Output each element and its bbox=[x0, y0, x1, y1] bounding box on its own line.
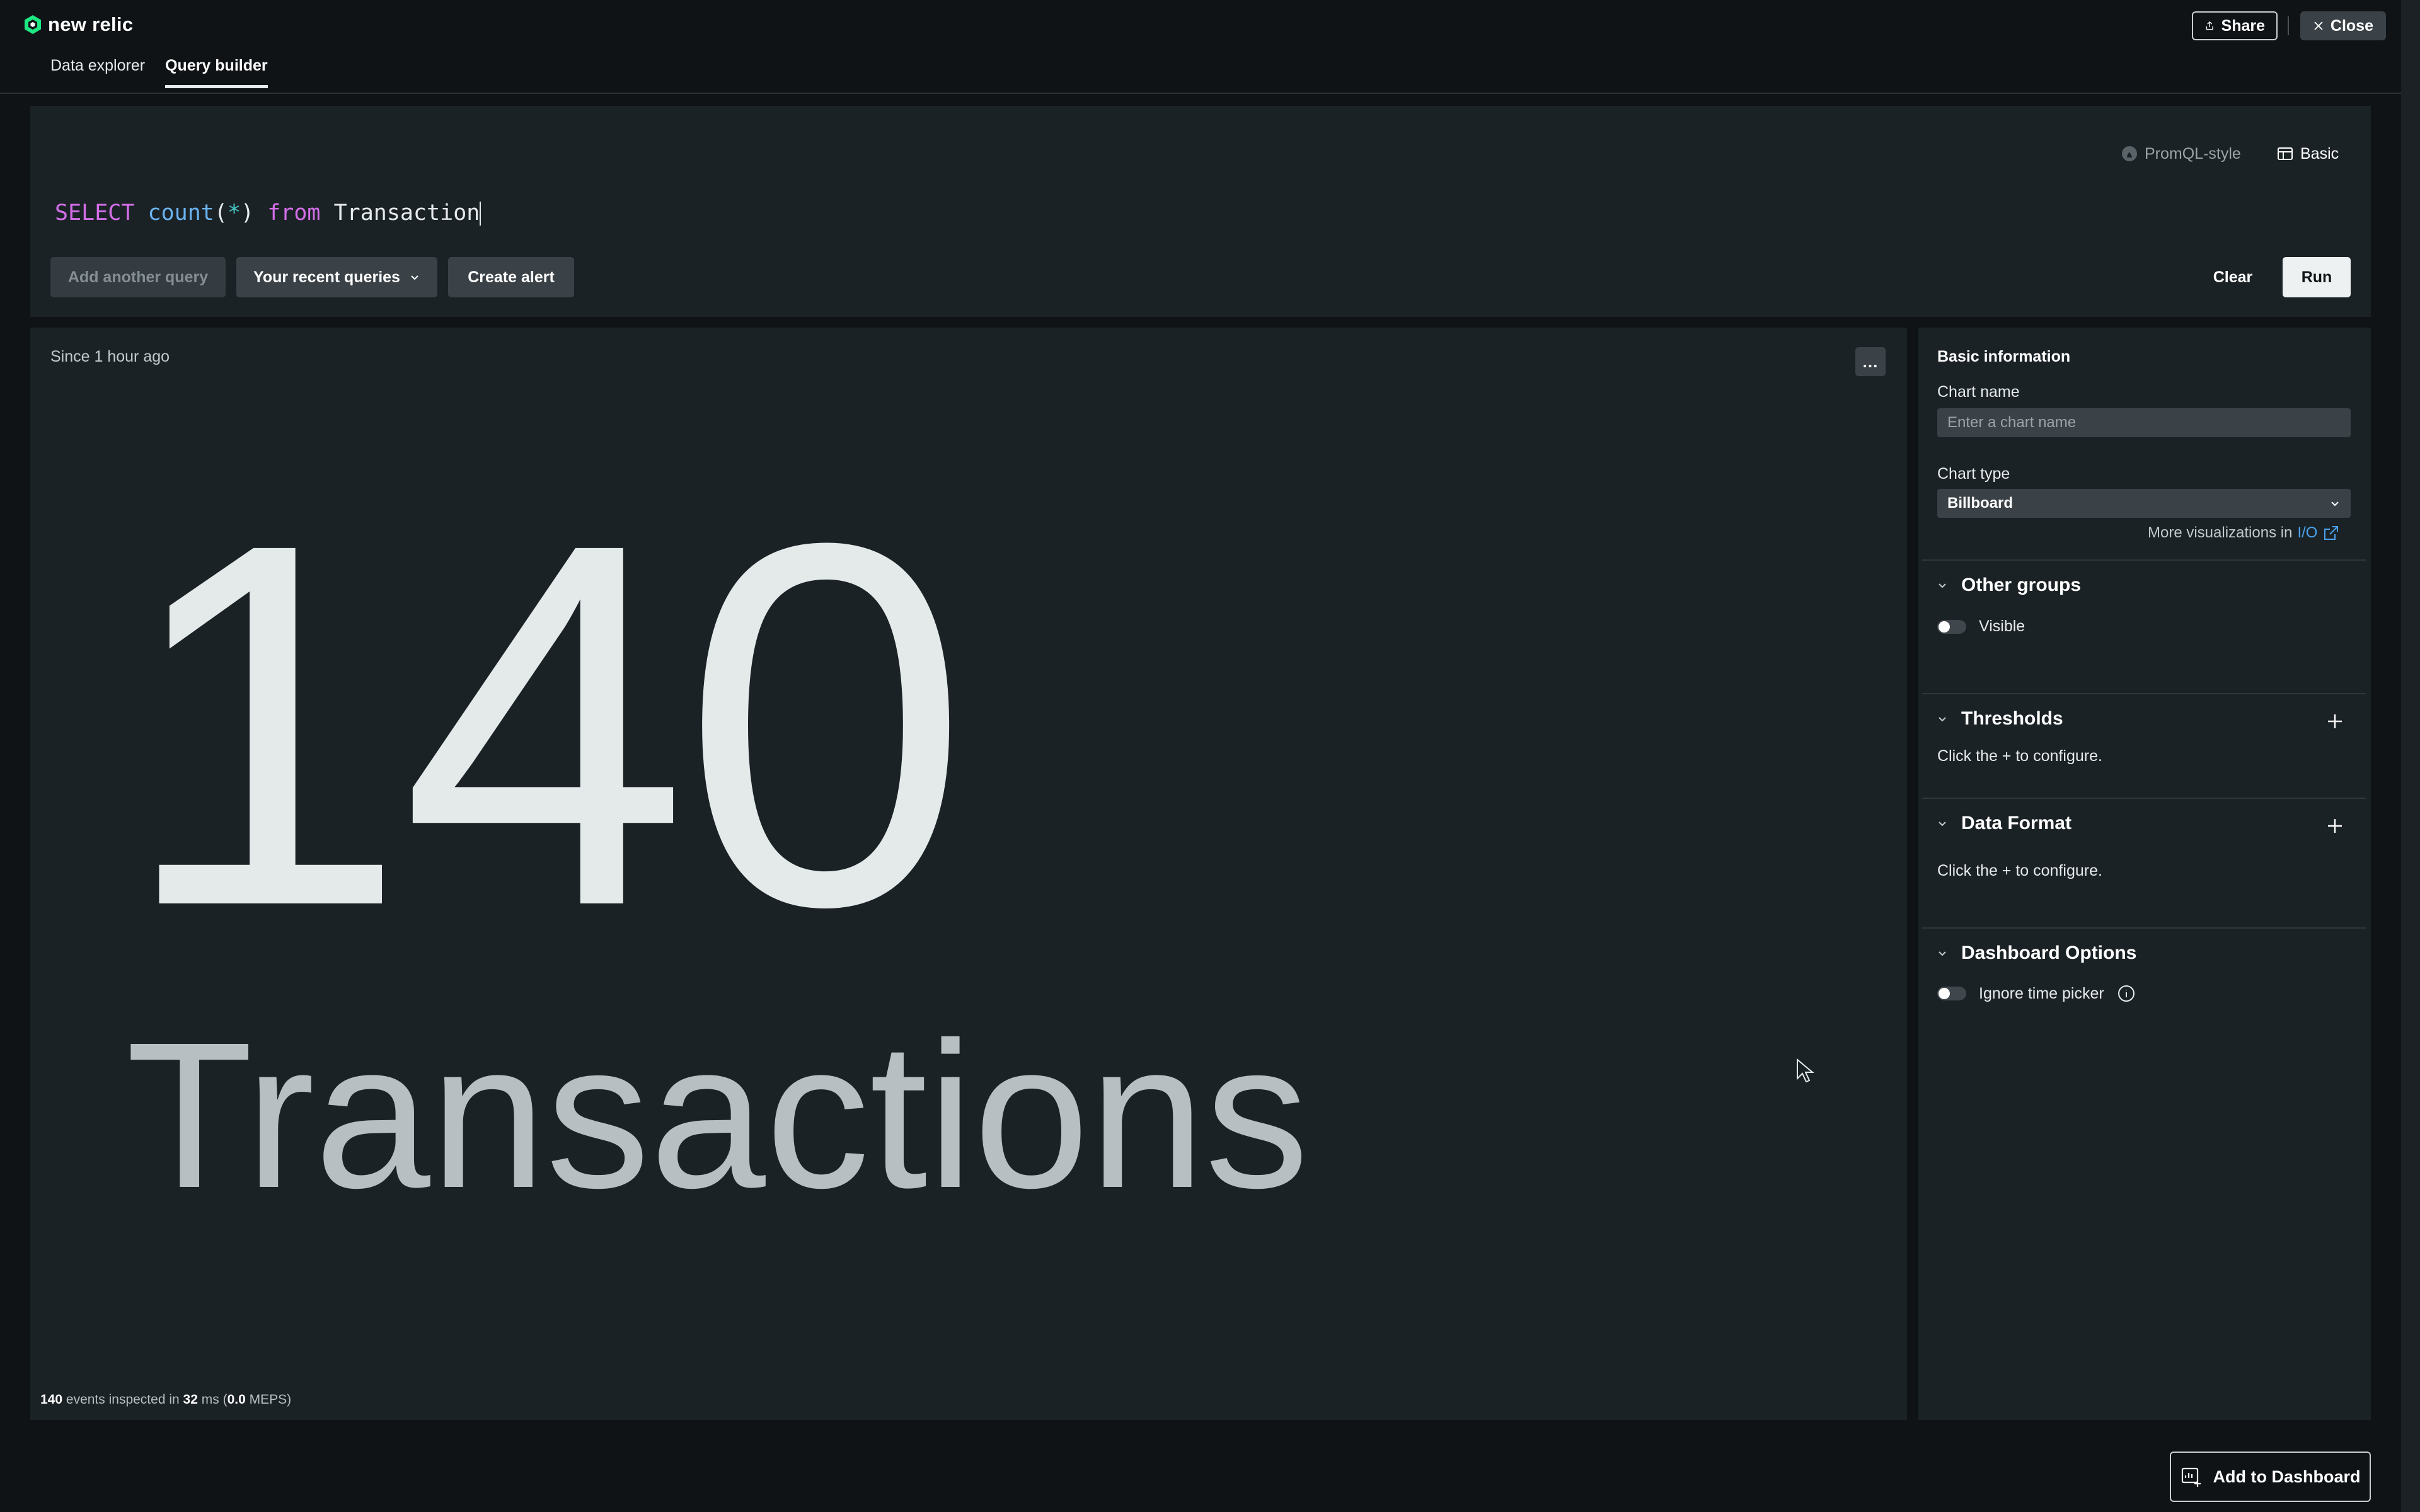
add-to-dashboard-label: Add to Dashboard bbox=[2213, 1467, 2361, 1486]
header-divider bbox=[2288, 16, 2289, 35]
section-divider bbox=[1922, 798, 2366, 799]
more-visualizations: More visualizations in I/O bbox=[2148, 524, 2340, 542]
new-relic-logo-icon bbox=[25, 15, 41, 34]
add-data-format-plus-icon[interactable] bbox=[2324, 815, 2346, 837]
tab-data-explorer[interactable]: Data explorer bbox=[50, 57, 146, 74]
tab-divider bbox=[0, 93, 2401, 94]
close-icon bbox=[2314, 21, 2323, 30]
query-stats: 140 events inspected in 32 ms (0.0 MEPS) bbox=[40, 1392, 292, 1407]
tab-bar: Data explorer Query builder bbox=[50, 57, 268, 88]
io-link[interactable]: I/O bbox=[2297, 524, 2318, 541]
stats-events-text: events inspected in bbox=[66, 1392, 180, 1407]
other-groups-visible-row: Visible bbox=[1937, 617, 2025, 636]
data-format-header[interactable]: Data Format bbox=[1936, 813, 2071, 834]
page-scrollbar[interactable] bbox=[2401, 0, 2420, 1512]
recent-queries-label: Your recent queries bbox=[253, 268, 400, 286]
run-button[interactable]: Run bbox=[2283, 257, 2351, 297]
billboard-label: Transactions bbox=[126, 999, 1309, 1231]
query-paren-close: ) bbox=[241, 200, 255, 226]
chevron-down-icon bbox=[1939, 951, 1946, 956]
info-icon[interactable] bbox=[2117, 984, 2136, 1003]
chart-name-input[interactable] bbox=[1937, 408, 2351, 437]
basic-mode-icon bbox=[2278, 147, 2293, 160]
query-table: Transaction bbox=[333, 200, 480, 226]
chart-type-label: Chart type bbox=[1937, 465, 2010, 483]
chevron-down-icon bbox=[2331, 501, 2339, 507]
query-function: count bbox=[147, 200, 214, 226]
basic-mode-toggle[interactable]: Basic bbox=[2276, 142, 2339, 165]
other-groups-header[interactable]: Other groups bbox=[1936, 575, 2081, 596]
chevron-down-icon bbox=[1939, 822, 1946, 827]
stats-events: 140 bbox=[40, 1392, 63, 1407]
thresholds-header[interactable]: Thresholds bbox=[1936, 708, 2063, 730]
more-viz-text: More visualizations in bbox=[2148, 524, 2293, 541]
billboard-value: 140 bbox=[120, 436, 969, 1013]
ignore-time-picker-toggle[interactable] bbox=[1937, 987, 1966, 1000]
chevron-down-icon bbox=[1939, 583, 1946, 588]
data-format-help: Click the + to configure. bbox=[1937, 862, 2102, 879]
share-label: Share bbox=[2221, 16, 2265, 35]
chart-type-select[interactable]: Billboard bbox=[1937, 489, 2351, 518]
chevron-down-icon bbox=[411, 275, 418, 280]
share-icon bbox=[2206, 21, 2213, 30]
tab-query-builder[interactable]: Query builder bbox=[165, 57, 268, 88]
thresholds-heading: Thresholds bbox=[1961, 708, 2063, 729]
external-link-icon[interactable] bbox=[2322, 524, 2340, 542]
basic-label: Basic bbox=[2300, 144, 2339, 163]
add-to-dashboard-button[interactable]: Add to Dashboard bbox=[2170, 1452, 2371, 1502]
time-range-label: Since 1 hour ago bbox=[50, 348, 170, 365]
chevron-down-icon bbox=[1939, 717, 1946, 722]
close-button[interactable]: Close bbox=[2300, 11, 2386, 40]
section-divider bbox=[1922, 927, 2366, 929]
dashboard-add-icon bbox=[2181, 1467, 2201, 1487]
add-another-query-button[interactable]: Add another query bbox=[50, 257, 226, 297]
dashboard-options-heading: Dashboard Options bbox=[1961, 942, 2137, 963]
visible-toggle[interactable] bbox=[1937, 619, 1966, 634]
nrql-query-input[interactable]: SELECT count(*) from Transaction bbox=[55, 200, 481, 226]
promql-icon bbox=[2122, 146, 2137, 161]
section-divider bbox=[1922, 693, 2366, 694]
logo-text: new relic bbox=[48, 13, 134, 35]
query-paren-open: ( bbox=[214, 200, 228, 226]
mouse-pointer-icon bbox=[1797, 1058, 1814, 1083]
add-threshold-plus-icon[interactable] bbox=[2324, 711, 2346, 732]
text-cursor bbox=[480, 202, 481, 226]
query-wildcard: * bbox=[227, 200, 241, 226]
query-keyword-select: SELECT bbox=[55, 200, 135, 226]
clear-button[interactable]: Clear bbox=[2213, 268, 2253, 286]
chart-name-label: Chart name bbox=[1937, 383, 2020, 401]
promql-mode-toggle[interactable]: PromQL-style bbox=[2121, 142, 2241, 165]
chart-more-options-button[interactable]: ... bbox=[1855, 347, 1886, 376]
recent-queries-dropdown[interactable]: Your recent queries bbox=[236, 257, 437, 297]
stats-meps: 0.0 bbox=[227, 1392, 246, 1407]
visible-label: Visible bbox=[1979, 617, 2025, 635]
stats-duration: 32 bbox=[183, 1392, 198, 1407]
chart-panel bbox=[30, 328, 1907, 1420]
section-divider bbox=[1922, 559, 2366, 561]
dashboard-options-header[interactable]: Dashboard Options bbox=[1936, 942, 2136, 964]
app-logo[interactable]: new relic bbox=[24, 11, 133, 38]
create-alert-button[interactable]: Create alert bbox=[448, 257, 574, 297]
basic-information-heading: Basic information bbox=[1937, 348, 2071, 365]
stats-meps-unit: MEPS bbox=[249, 1392, 287, 1407]
promql-label: PromQL-style bbox=[2145, 144, 2241, 163]
other-groups-heading: Other groups bbox=[1961, 575, 2082, 595]
ignore-time-picker-label: Ignore time picker bbox=[1979, 984, 2104, 1002]
thresholds-help: Click the + to configure. bbox=[1937, 747, 2102, 765]
share-button[interactable]: Share bbox=[2192, 11, 2278, 40]
close-label: Close bbox=[2330, 16, 2373, 35]
data-format-heading: Data Format bbox=[1961, 813, 2072, 833]
query-keyword-from: from bbox=[267, 200, 321, 226]
stats-duration-unit: ms bbox=[201, 1392, 219, 1407]
ignore-time-picker-row: Ignore time picker bbox=[1937, 984, 2136, 1003]
chart-type-value: Billboard bbox=[1947, 495, 2014, 512]
